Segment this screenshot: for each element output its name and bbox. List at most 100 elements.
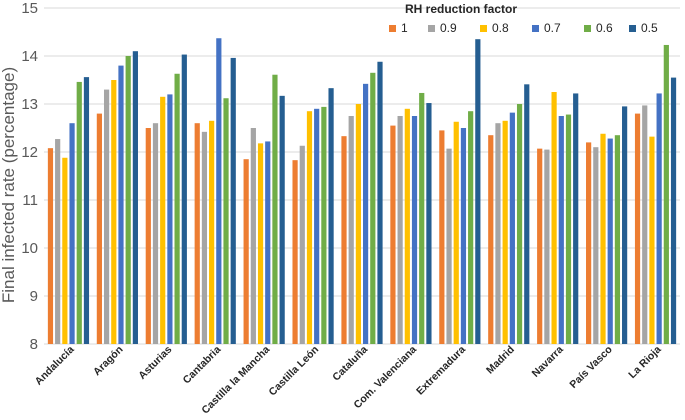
x-tick-label: Andalucía	[33, 344, 77, 388]
y-tick-label: 10	[21, 240, 38, 257]
bar	[355, 104, 361, 344]
bar	[622, 106, 628, 345]
bar	[537, 148, 543, 344]
bar	[397, 116, 403, 344]
bar	[565, 114, 572, 344]
bar	[348, 116, 354, 344]
legend: RH reduction factor 1 0.9 0.8 0.7 0.6 0.5	[389, 2, 658, 35]
bar	[167, 94, 173, 345]
bar	[292, 160, 298, 344]
bar	[404, 108, 410, 344]
bar	[194, 123, 200, 344]
bar	[419, 92, 425, 345]
legend-swatch	[428, 25, 435, 32]
bar	[47, 148, 54, 344]
bar	[118, 65, 124, 344]
bar	[600, 133, 606, 344]
legend-swatch	[480, 25, 487, 32]
bar	[152, 123, 159, 344]
bar	[132, 51, 138, 344]
bar	[341, 136, 347, 344]
x-tick-label: Aragón	[91, 344, 125, 378]
legend-label: 0.8	[492, 21, 509, 35]
bar	[663, 44, 669, 345]
legend-label: 0.7	[544, 21, 561, 35]
bar	[516, 104, 523, 344]
bar	[314, 108, 320, 344]
y-axis-ticks: 8 9 10 11 12 13 14 15	[21, 0, 38, 353]
bar	[250, 128, 256, 344]
y-tick-label: 14	[21, 48, 38, 65]
bar	[96, 113, 102, 344]
bar	[181, 54, 187, 345]
x-axis-ticks: Andalucía Aragón Asturias Cantabria Castilla…	[33, 344, 664, 417]
gridlines	[44, 7, 680, 345]
bar	[586, 142, 592, 344]
x-tick-label: Madrid	[484, 344, 517, 377]
legend-label: 0.5	[641, 21, 658, 35]
legend-swatch	[629, 25, 636, 32]
legend-label: 0.6	[596, 21, 613, 35]
bar	[321, 106, 327, 344]
x-tick-label: Cataluña	[330, 344, 370, 384]
bar	[475, 39, 481, 344]
y-tick-label: 12	[21, 144, 38, 161]
bar	[103, 89, 110, 344]
bar	[558, 116, 564, 344]
y-tick-label: 11	[22, 192, 38, 209]
bar	[634, 113, 641, 344]
x-tick-label: La Rioja	[626, 344, 663, 381]
bar	[670, 77, 677, 344]
bar	[279, 95, 285, 344]
legend-swatch	[532, 25, 539, 32]
y-tick-label: 8	[30, 336, 38, 353]
bar	[642, 105, 648, 344]
bar	[55, 139, 61, 344]
bar	[83, 77, 90, 345]
bar	[453, 121, 459, 344]
x-tick-label: Navarra	[530, 344, 566, 380]
bar	[145, 128, 151, 344]
x-tick-label: País Vasco	[567, 344, 614, 391]
legend-swatch	[389, 25, 396, 32]
bar	[468, 111, 474, 344]
bar	[328, 88, 334, 344]
bar	[573, 93, 579, 344]
bar	[111, 80, 117, 344]
bar	[390, 125, 396, 344]
bar	[363, 83, 369, 344]
bar	[76, 81, 82, 345]
bar	[216, 38, 222, 345]
y-tick-label: 15	[21, 0, 38, 17]
x-tick-label: Asturias	[136, 344, 174, 382]
legend-swatch	[584, 25, 591, 32]
bar	[257, 143, 264, 344]
y-tick-label: 9	[30, 288, 38, 305]
bar	[230, 57, 236, 345]
bar	[160, 96, 166, 344]
bar	[306, 111, 313, 344]
bar	[377, 61, 383, 344]
bar	[649, 136, 655, 344]
bar	[656, 93, 662, 344]
bar	[69, 123, 75, 344]
y-tick-label: 13	[21, 96, 38, 113]
bar	[439, 130, 445, 344]
legend-label: 0.9	[440, 21, 457, 35]
bar	[174, 73, 180, 344]
bar	[209, 120, 215, 344]
bar	[593, 147, 599, 344]
bar	[370, 72, 376, 345]
bar	[201, 131, 208, 344]
bars	[47, 38, 677, 345]
bar	[524, 84, 530, 344]
bar	[411, 116, 418, 344]
bar	[125, 56, 131, 344]
bar	[460, 128, 467, 344]
bar	[502, 120, 508, 344]
x-tick-label: Cantabria	[181, 344, 224, 387]
bar	[544, 149, 550, 344]
bar	[265, 141, 271, 344]
bar	[272, 74, 278, 344]
bar	[62, 157, 68, 344]
